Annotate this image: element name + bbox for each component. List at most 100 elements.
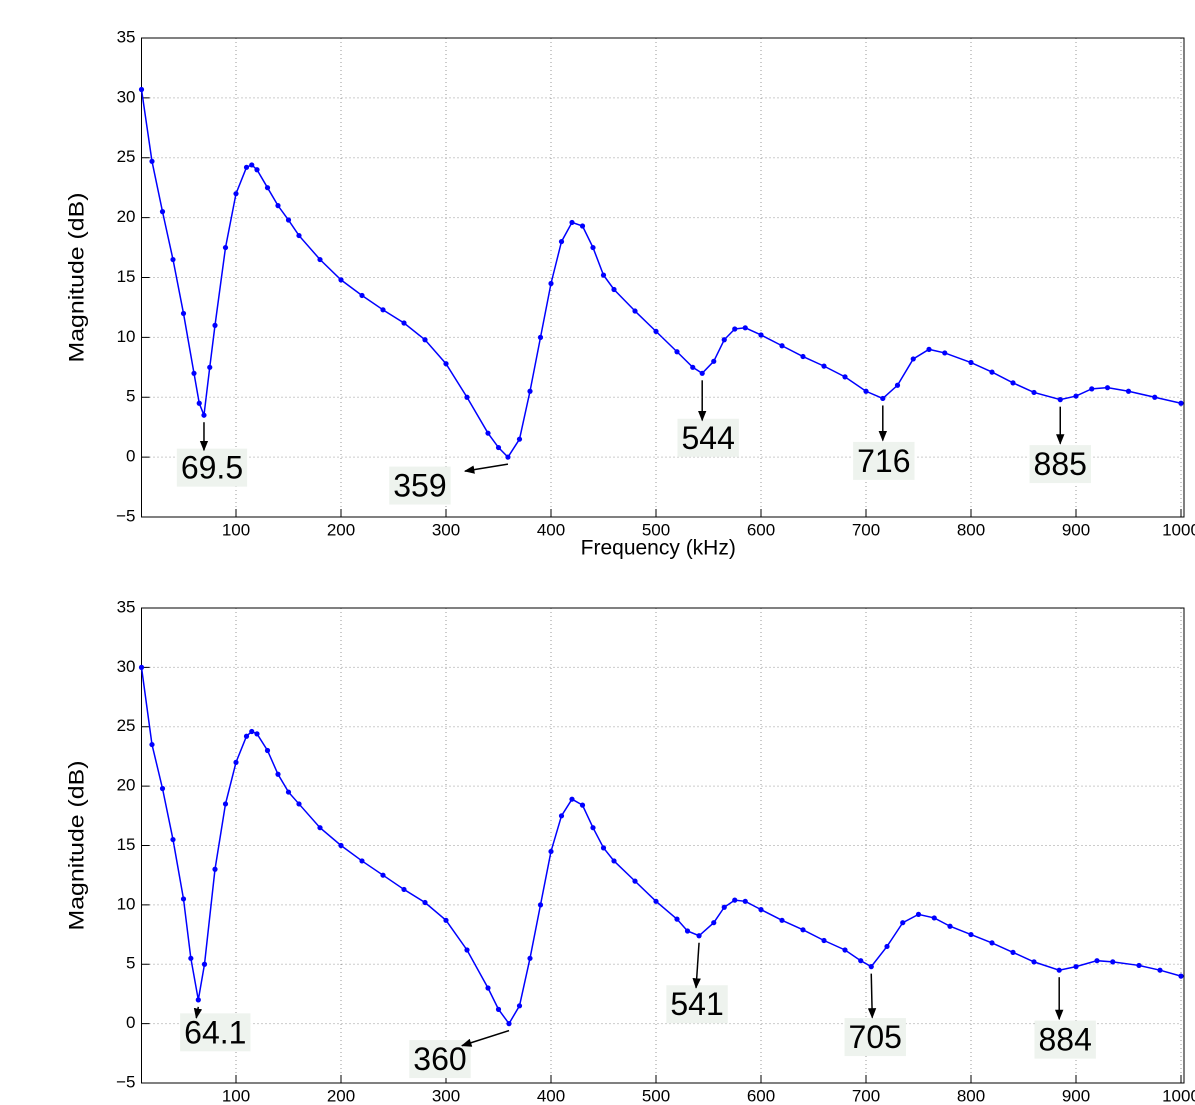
annotation-arrow bbox=[867, 973, 877, 1019]
y-tick-label: 20 bbox=[117, 207, 136, 226]
data-point bbox=[1178, 400, 1184, 406]
data-point bbox=[779, 917, 785, 923]
data-point bbox=[1178, 973, 1184, 979]
x-tick-label: 700 bbox=[852, 520, 880, 539]
data-point bbox=[243, 733, 250, 739]
data-point bbox=[207, 364, 213, 370]
data-point bbox=[600, 272, 607, 278]
data-point bbox=[674, 349, 680, 355]
data-point bbox=[800, 353, 806, 360]
annotation-box bbox=[666, 985, 728, 1024]
series-line bbox=[140, 89, 1182, 459]
data-point bbox=[222, 244, 229, 251]
data-point bbox=[548, 848, 554, 855]
data-point bbox=[696, 933, 702, 939]
y-tick-label: 25 bbox=[117, 147, 136, 166]
annotation-label: 705 bbox=[849, 1019, 902, 1055]
data-point bbox=[1136, 962, 1142, 969]
data-point bbox=[464, 947, 470, 953]
data-point bbox=[1073, 964, 1079, 970]
annotation-box bbox=[677, 418, 739, 457]
data-point bbox=[910, 356, 916, 362]
annotation-box bbox=[853, 441, 915, 480]
series-line bbox=[140, 667, 1182, 1025]
data-point bbox=[516, 1003, 523, 1009]
data-point bbox=[317, 825, 323, 831]
data-point bbox=[968, 931, 974, 938]
annotation: 705 bbox=[844, 973, 906, 1057]
data-point bbox=[699, 370, 705, 376]
annotation-arrow bbox=[460, 1029, 510, 1047]
data-point bbox=[170, 256, 176, 263]
y-tick-label: 5 bbox=[126, 954, 135, 973]
x-axis-label: Frequency (kHz) bbox=[581, 537, 736, 560]
data-point bbox=[926, 346, 932, 352]
annotation: 360 bbox=[409, 1029, 510, 1079]
x-tick-label: 800 bbox=[957, 1086, 985, 1105]
x-tick-label: 100 bbox=[222, 520, 250, 539]
data-point bbox=[188, 955, 194, 961]
data-point bbox=[711, 358, 717, 364]
y-axis-label: Magnitude (dB) bbox=[66, 193, 89, 363]
data-point bbox=[989, 369, 995, 375]
y-tick-label: 30 bbox=[117, 87, 136, 106]
x-tick-label: 500 bbox=[642, 1086, 670, 1105]
data-point bbox=[821, 363, 827, 369]
data-point bbox=[947, 923, 953, 929]
data-point bbox=[264, 747, 271, 754]
y-tick-label: 0 bbox=[126, 1013, 135, 1032]
annotation: 716 bbox=[853, 405, 915, 480]
annotation-label: 716 bbox=[857, 443, 910, 479]
y-tick-label: 5 bbox=[126, 387, 135, 406]
annotation-label: 64.1 bbox=[184, 1014, 246, 1050]
data-point bbox=[296, 801, 302, 807]
data-point bbox=[1031, 389, 1037, 396]
data-point bbox=[380, 307, 386, 313]
data-point bbox=[732, 897, 738, 903]
y-tick-label: 35 bbox=[117, 597, 136, 616]
data-point bbox=[579, 223, 586, 229]
data-point bbox=[1057, 397, 1063, 403]
data-point bbox=[138, 664, 145, 670]
data-point bbox=[495, 1006, 502, 1012]
data-point bbox=[264, 185, 271, 191]
data-point bbox=[868, 964, 874, 970]
data-point bbox=[653, 898, 659, 904]
data-point bbox=[159, 209, 166, 215]
x-tick-label: 800 bbox=[957, 520, 985, 539]
x-tick-label: 600 bbox=[747, 1086, 775, 1105]
x-tick-label: 200 bbox=[327, 1086, 355, 1105]
data-point bbox=[548, 280, 554, 287]
x-tick-label: 600 bbox=[747, 520, 775, 539]
annotation: 544 bbox=[677, 380, 739, 457]
x-tick-label: 200 bbox=[327, 520, 355, 539]
annotation-label: 544 bbox=[682, 420, 735, 456]
x-tick-label: 400 bbox=[537, 520, 565, 539]
y-tick-label: 0 bbox=[126, 447, 135, 466]
annotation: 885 bbox=[1029, 406, 1091, 484]
annotation-box bbox=[180, 1013, 251, 1052]
data-point bbox=[1157, 967, 1163, 973]
data-point bbox=[191, 370, 197, 376]
data-point bbox=[249, 162, 255, 168]
data-point bbox=[742, 325, 748, 331]
data-point bbox=[495, 444, 502, 451]
data-point bbox=[942, 350, 948, 356]
data-point bbox=[989, 940, 995, 946]
data-point bbox=[931, 915, 937, 921]
data-point bbox=[721, 904, 727, 910]
data-point bbox=[149, 741, 155, 748]
data-point bbox=[742, 898, 748, 904]
data-point bbox=[443, 917, 449, 923]
data-point bbox=[516, 436, 523, 442]
data-point bbox=[800, 927, 806, 933]
data-point bbox=[842, 374, 848, 380]
data-point bbox=[285, 217, 292, 223]
data-point bbox=[275, 203, 281, 209]
x-tick-label: 1000 bbox=[1162, 520, 1195, 539]
annotation-label: 885 bbox=[1034, 446, 1087, 482]
data-point bbox=[212, 322, 218, 328]
data-point bbox=[485, 985, 491, 991]
data-point bbox=[359, 858, 365, 864]
data-point bbox=[464, 394, 470, 400]
